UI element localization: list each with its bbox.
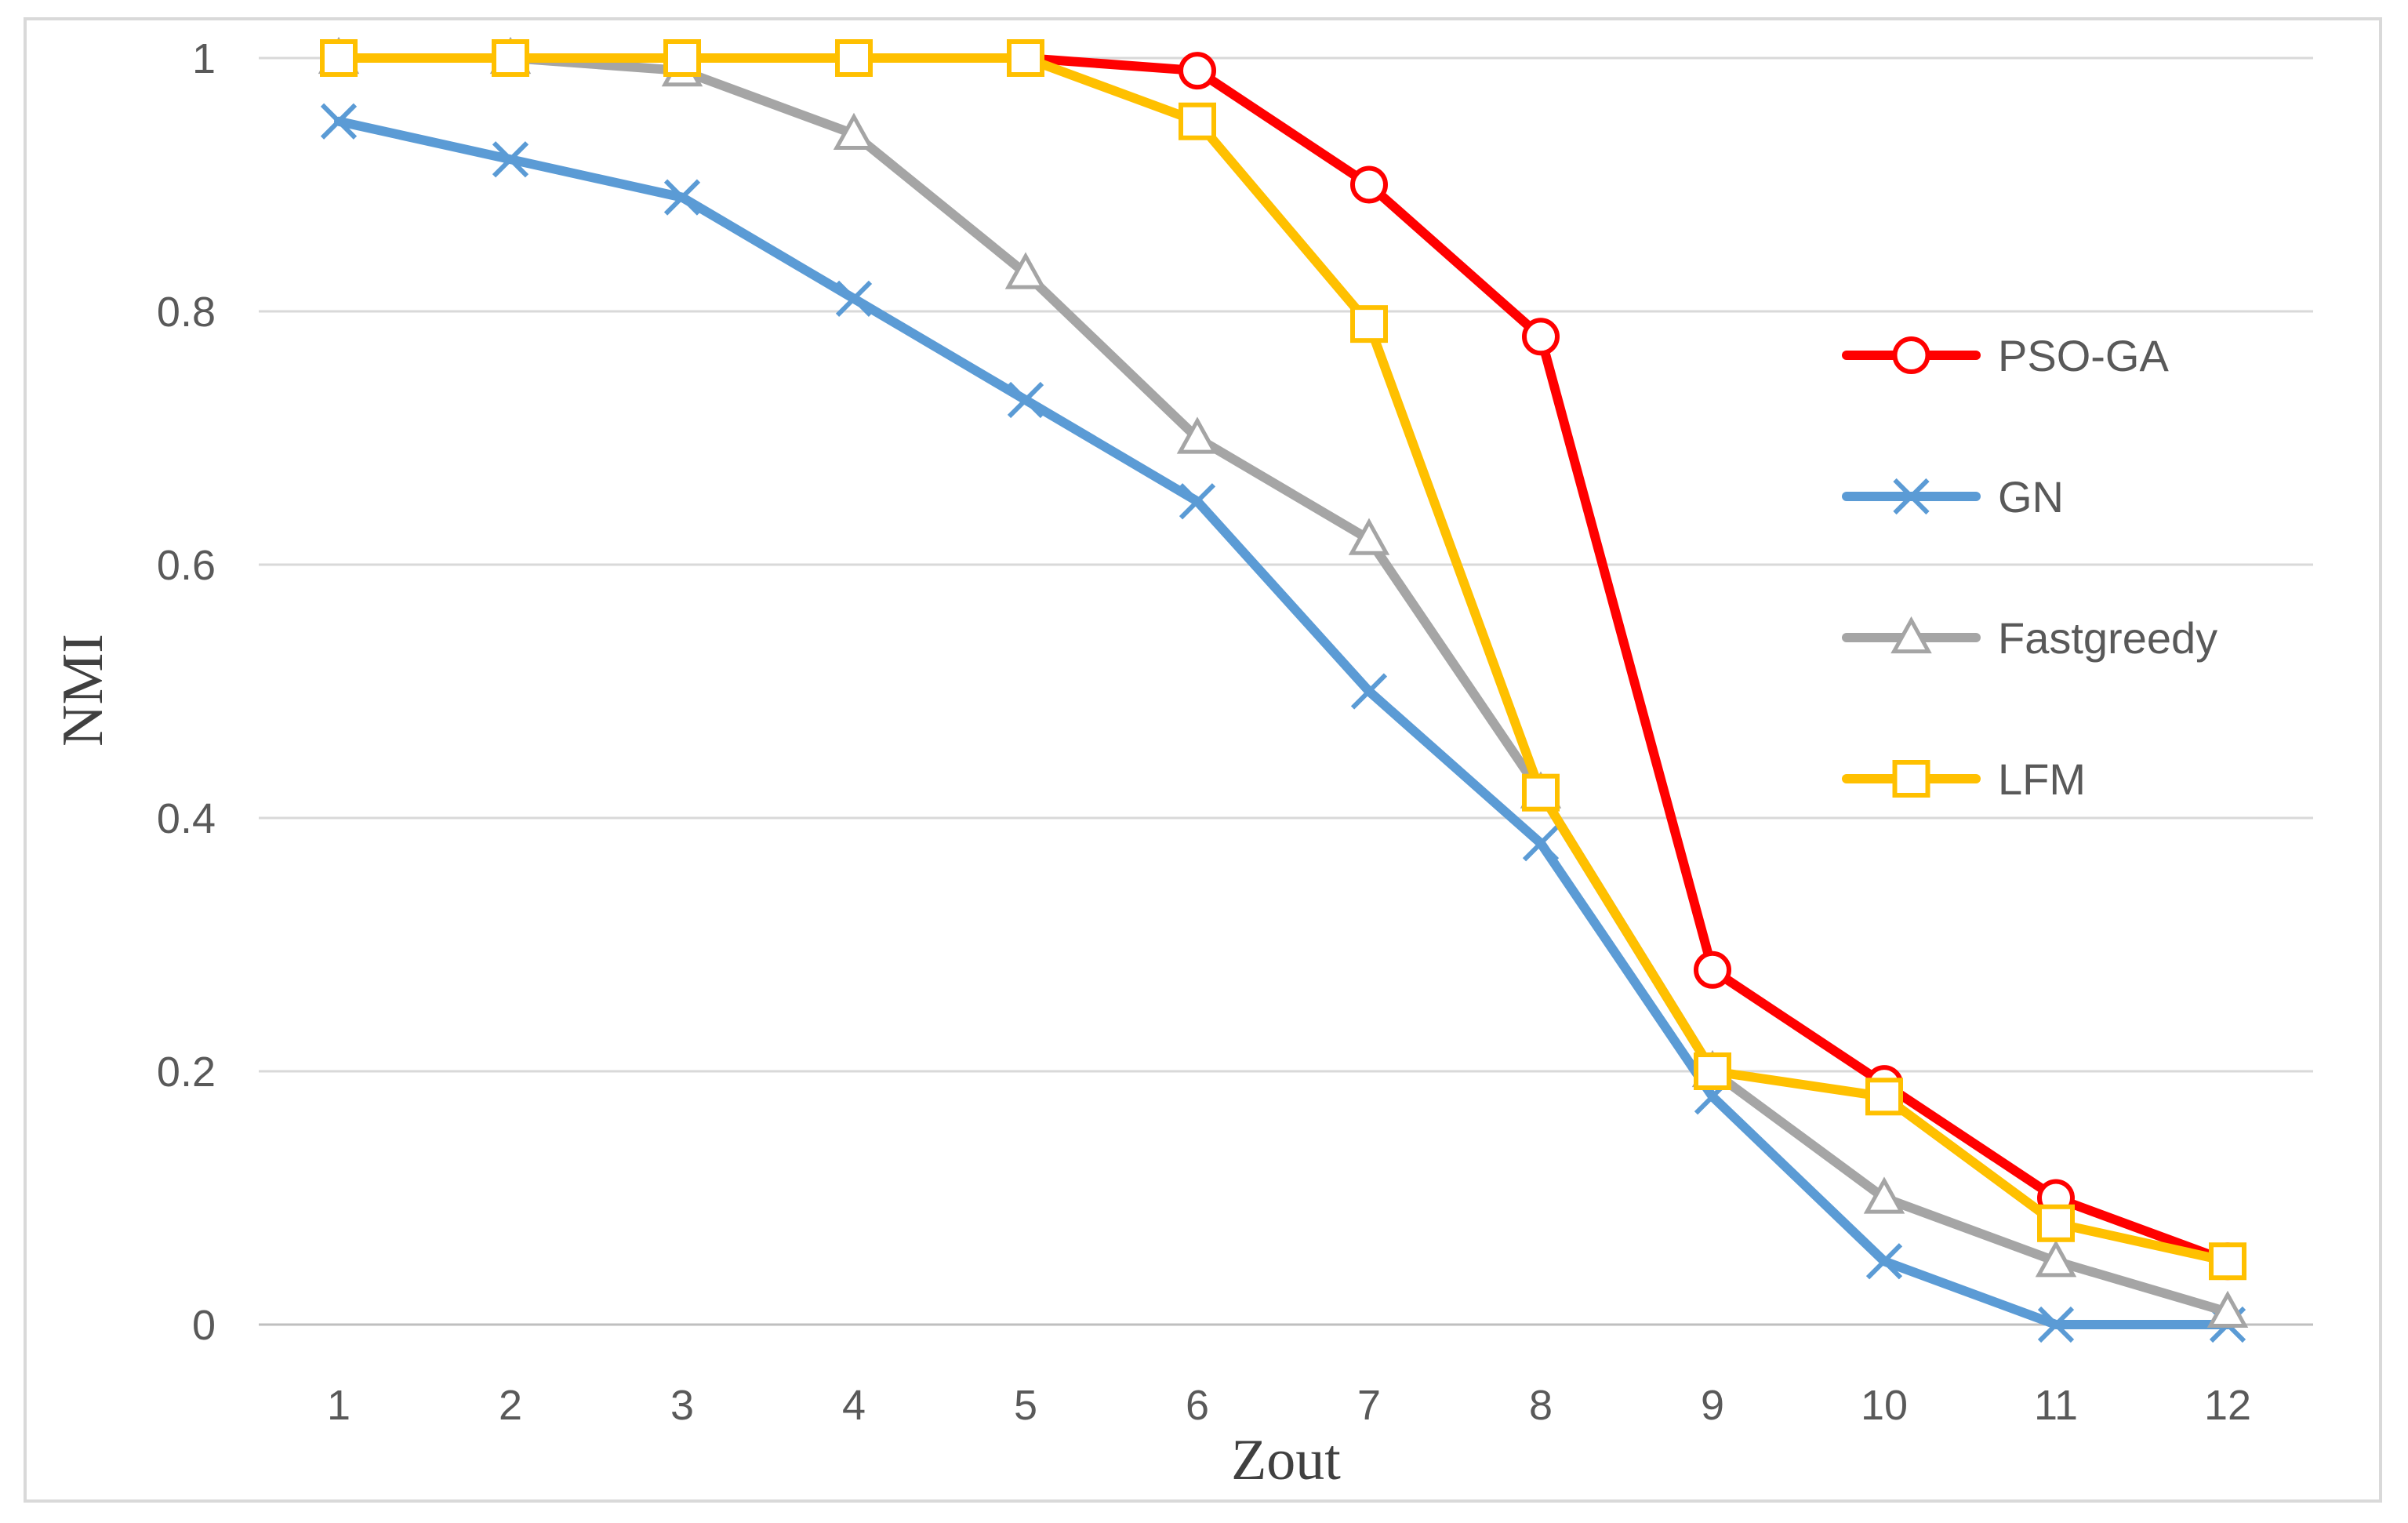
- point-marker: [1522, 825, 1560, 862]
- series-line: [334, 53, 2232, 1267]
- y-tick-label: 1: [192, 35, 216, 82]
- point-marker: [1350, 673, 1388, 710]
- x-tick-label: 9: [1701, 1382, 1724, 1429]
- x-tick-label: 2: [499, 1382, 522, 1429]
- point-marker: [833, 112, 875, 150]
- legend-item: Fastgreedy: [1842, 613, 2217, 663]
- point-marker: [1890, 616, 1932, 654]
- point-marker: [1179, 52, 1216, 90]
- legend-label: GN: [1998, 472, 2064, 522]
- point-marker: [1863, 1176, 1905, 1214]
- x-axis-label: Zout: [1231, 1428, 1341, 1492]
- point-marker: [1350, 305, 1388, 343]
- series-gn: [320, 103, 2246, 1343]
- x-tick-label: 6: [1186, 1382, 1209, 1429]
- point-marker: [1007, 39, 1044, 77]
- x-tick-label: 4: [842, 1382, 866, 1429]
- x-tick-labels: 1 2 3 4 5 6 7 8 9 10 11 12: [327, 1382, 2251, 1429]
- y-tick-label: 0.8: [157, 289, 216, 336]
- legend-label: PSO-GA: [1998, 331, 2169, 380]
- point-marker: [1004, 252, 1047, 289]
- x-tick-label: 11: [2034, 1382, 2078, 1429]
- point-marker: [320, 39, 358, 77]
- point-marker: [1179, 483, 1216, 520]
- point-marker: [2037, 1204, 2075, 1242]
- chart-frame: [24, 17, 2382, 1503]
- point-marker: [1694, 951, 1731, 989]
- point-marker: [2209, 1242, 2246, 1281]
- point-marker: [1350, 165, 1388, 204]
- point-marker: [663, 179, 701, 216]
- y-tick-label: 0.6: [157, 542, 216, 589]
- point-marker: [320, 103, 358, 140]
- point-marker: [492, 39, 529, 77]
- series-line: [334, 116, 2232, 1329]
- series-layer: [318, 36, 2249, 1343]
- point-marker: [492, 141, 529, 178]
- point-marker: [2035, 1240, 2077, 1278]
- point-marker: [1893, 478, 1930, 515]
- y-tick-label: 0: [192, 1302, 216, 1349]
- point-marker: [1179, 102, 1216, 140]
- point-marker: [1348, 518, 1390, 555]
- series-line: [334, 53, 2232, 1317]
- point-marker: [663, 39, 701, 77]
- point-marker: [1865, 1078, 1903, 1116]
- point-marker: [1892, 760, 1930, 798]
- legend-label: LFM: [1998, 754, 2086, 804]
- x-tick-label: 3: [670, 1382, 694, 1429]
- point-marker: [1694, 1052, 1731, 1090]
- x-tick-label: 7: [1357, 1382, 1381, 1429]
- x-tick-label: 10: [1861, 1382, 1908, 1429]
- y-axis-label: NMI: [51, 634, 115, 747]
- series-lfm: [320, 39, 2246, 1281]
- point-marker: [1176, 416, 1219, 454]
- point-marker: [2037, 1306, 2075, 1343]
- point-marker: [1892, 336, 1930, 374]
- point-marker: [1007, 381, 1044, 419]
- point-marker: [2206, 1290, 2249, 1328]
- point-marker: [1865, 1243, 1903, 1280]
- legend-item: LFM: [1842, 754, 2086, 804]
- point-marker: [1522, 773, 1560, 812]
- point-marker: [835, 39, 873, 77]
- y-tick-label: 0.4: [157, 795, 216, 842]
- y-tick-labels: 0 0.2 0.4 0.6 0.8 1: [157, 35, 216, 1349]
- series-line: [334, 53, 2232, 1267]
- point-marker: [1522, 318, 1560, 356]
- legend-item: PSO-GA: [1842, 331, 2169, 380]
- point-marker: [835, 280, 873, 317]
- legend: PSO-GA GN Fastgreedy LFM: [1842, 331, 2217, 804]
- legend-label: Fastgreedy: [1998, 613, 2217, 663]
- x-tick-label: 1: [327, 1382, 350, 1429]
- x-tick-label: 8: [1529, 1382, 1553, 1429]
- y-tick-label: 0.2: [157, 1049, 216, 1096]
- x-tick-label: 12: [2204, 1382, 2251, 1429]
- x-tick-label: 5: [1014, 1382, 1037, 1429]
- legend-item: GN: [1842, 472, 2064, 522]
- gridlines: [259, 56, 2313, 1326]
